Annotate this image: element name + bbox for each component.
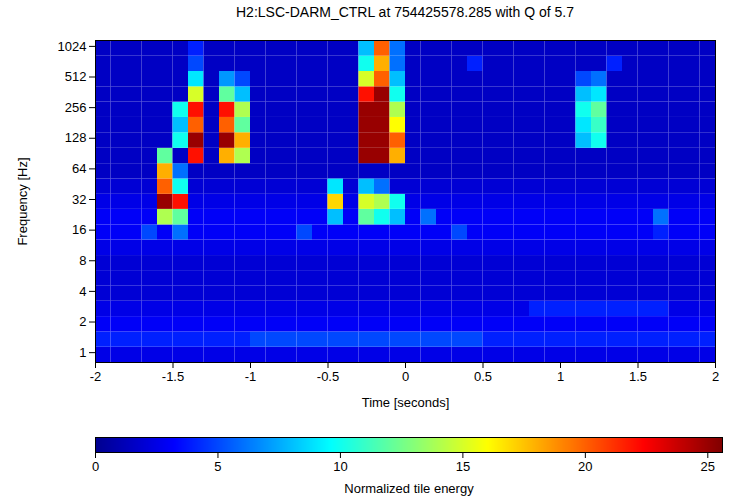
svg-text:10: 10 <box>333 459 347 474</box>
svg-text:Time [seconds]: Time [seconds] <box>362 395 450 410</box>
svg-text:32: 32 <box>72 192 86 207</box>
svg-text:-0.5: -0.5 <box>317 369 339 384</box>
svg-text:-1.5: -1.5 <box>162 369 184 384</box>
svg-text:20: 20 <box>578 459 592 474</box>
html-text:H2:LSC-DARM_CTRL at 754425578.: H2:LSC-DARM_CTRL at 754425578.285 with Q… <box>236 4 574 20</box>
svg-text:5: 5 <box>214 459 221 474</box>
svg-text:128: 128 <box>65 130 87 145</box>
svg-text:1: 1 <box>79 345 86 360</box>
svg-text:0: 0 <box>402 369 409 384</box>
svg-text:64: 64 <box>72 161 86 176</box>
svg-text:1.5: 1.5 <box>629 369 647 384</box>
svg-text:2: 2 <box>79 314 86 329</box>
svg-text:16: 16 <box>72 222 86 237</box>
svg-text:0: 0 <box>92 459 99 474</box>
svg-text:1024: 1024 <box>58 39 87 54</box>
svg-text:8: 8 <box>79 253 86 268</box>
svg-text:4: 4 <box>79 284 86 299</box>
svg-text:512: 512 <box>65 69 87 84</box>
svg-text:2: 2 <box>712 369 719 384</box>
svg-text:Normalized tile energy: Normalized tile energy <box>344 481 474 496</box>
svg-text:-2: -2 <box>90 369 102 384</box>
svg-text:-1: -1 <box>245 369 257 384</box>
svg-text:0.5: 0.5 <box>474 369 492 384</box>
svg-text:15: 15 <box>456 459 470 474</box>
svg-text:256: 256 <box>65 100 87 115</box>
svg-text:25: 25 <box>701 459 715 474</box>
svg-text:Frequency [Hz]: Frequency [Hz] <box>15 157 30 245</box>
svg-text:1: 1 <box>557 369 564 384</box>
